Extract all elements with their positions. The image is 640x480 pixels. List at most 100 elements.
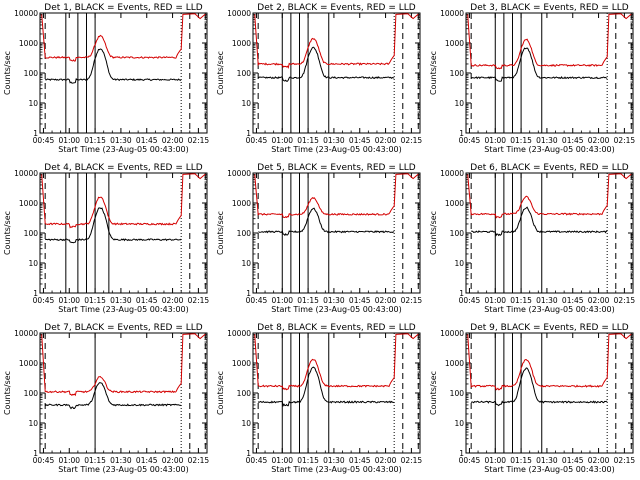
x-tick-label: 02:00 [588, 456, 610, 465]
x-tick-label: 01:00 [271, 136, 293, 145]
x-tick-label: 02:00 [162, 456, 184, 465]
y-tick-label: 10 [28, 419, 38, 428]
x-tick-label: 02:15 [188, 296, 210, 305]
y-tick-label: 1 [459, 289, 464, 298]
x-tick-label: 01:45 [562, 456, 584, 465]
x-tick-label: 01:30 [323, 136, 345, 145]
y-tick-label: 100 [450, 229, 465, 238]
x-axis-label: Start Time (23-Aug-05 00:43:00) [58, 465, 189, 474]
panel-det-2: Det 2, BLACK = Events, RED = LLD 1 10 100 10… [216, 3, 422, 154]
x-tick-label: 01:00 [58, 296, 80, 305]
x-tick-label: 00:45 [459, 296, 481, 305]
y-tick-label: 1000 [232, 199, 251, 208]
panel-det-3: Det 3, BLACK = Events, RED = LLD 1 10 100 10… [429, 3, 635, 154]
y-tick-label: 10000 [14, 329, 38, 338]
lld-series-line [254, 13, 419, 69]
x-axis-label: Start Time (23-Aug-05 00:43:00) [58, 145, 189, 154]
panel-det-4: Det 4, BLACK = Events, RED = LLD 1 10 100 10… [3, 163, 209, 314]
x-tick-label: 01:15 [297, 456, 319, 465]
x-tick-label: 01:00 [271, 456, 293, 465]
y-axis-label: Counts/sec [216, 371, 225, 415]
y-tick-label: 1 [459, 449, 464, 458]
x-tick-label: 02:15 [188, 136, 210, 145]
events-series-line [44, 48, 182, 84]
y-tick-label: 10000 [14, 169, 38, 178]
panel-title: Det 5, BLACK = Events, RED = LLD [257, 163, 416, 173]
panel-det-1: Det 1, BLACK = Events, RED = LLD 1 10 100 10… [3, 3, 209, 154]
x-tick-label: 01:00 [484, 136, 506, 145]
panel-title: Det 1, BLACK = Events, RED = LLD [44, 3, 203, 13]
x-tick-label: 01:45 [136, 456, 158, 465]
y-tick-label: 1 [33, 129, 38, 138]
panel-title: Det 8, BLACK = Events, RED = LLD [257, 323, 416, 333]
y-tick-label: 10 [454, 99, 464, 108]
events-series-line [471, 206, 608, 237]
lld-series-line [254, 333, 419, 391]
panel-title: Det 4, BLACK = Events, RED = LLD [44, 163, 203, 173]
x-tick-label: 01:45 [349, 456, 371, 465]
y-tick-label: 10 [28, 99, 38, 108]
y-tick-label: 10000 [227, 169, 251, 178]
y-tick-label: 1000 [19, 199, 38, 208]
x-tick-label: 01:45 [136, 296, 158, 305]
y-tick-label: 1 [246, 449, 251, 458]
y-tick-label: 100 [237, 229, 252, 238]
y-axis-label: Counts/sec [429, 51, 438, 95]
events-series-line [470, 367, 608, 407]
y-tick-label: 10000 [440, 329, 464, 338]
lld-series-line [41, 173, 206, 229]
x-tick-label: 00:45 [33, 136, 55, 145]
x-tick-label: 02:15 [401, 296, 423, 305]
y-axis-label: Counts/sec [3, 371, 12, 415]
y-tick-label: 1 [33, 449, 38, 458]
x-tick-label: 01:00 [484, 456, 506, 465]
y-axis-label: Counts/sec [216, 211, 225, 255]
x-tick-label: 02:00 [588, 136, 610, 145]
y-tick-label: 10000 [440, 9, 464, 18]
panel-title: Det 9, BLACK = Events, RED = LLD [470, 323, 629, 333]
panel-det-9: Det 9, BLACK = Events, RED = LLD 1 10 100 10… [429, 323, 635, 474]
x-tick-label: 01:00 [58, 136, 80, 145]
panel-title: Det 2, BLACK = Events, RED = LLD [257, 3, 416, 13]
x-tick-label: 02:00 [375, 136, 397, 145]
panel-det-6: Det 6, BLACK = Events, RED = LLD 1 10 100 10… [429, 163, 635, 314]
x-tick-label: 01:15 [84, 136, 106, 145]
x-tick-label: 01:30 [323, 296, 345, 305]
y-tick-label: 1 [33, 289, 38, 298]
x-tick-label: 02:00 [588, 296, 610, 305]
x-tick-label: 01:45 [349, 296, 371, 305]
x-tick-label: 01:15 [84, 456, 106, 465]
lld-series-line [254, 173, 419, 219]
y-tick-label: 1000 [232, 359, 251, 368]
panel-det-7: Det 7, BLACK = Events, RED = LLD 1 10 100 10… [3, 323, 209, 474]
x-tick-label: 00:45 [459, 456, 481, 465]
y-tick-label: 100 [237, 69, 252, 78]
y-tick-label: 10 [241, 419, 251, 428]
y-tick-label: 10000 [14, 9, 38, 18]
x-tick-label: 01:45 [562, 296, 584, 305]
lld-series-line [41, 333, 206, 397]
x-tick-label: 01:30 [110, 296, 132, 305]
x-tick-label: 01:15 [297, 296, 319, 305]
x-tick-label: 01:30 [323, 456, 345, 465]
x-tick-label: 01:00 [484, 296, 506, 305]
events-series-line [258, 46, 395, 82]
x-axis-label: Start Time (23-Aug-05 00:43:00) [484, 145, 615, 154]
panel-title: Det 3, BLACK = Events, RED = LLD [470, 3, 629, 13]
x-tick-label: 01:45 [562, 136, 584, 145]
panel-det-8: Det 8, BLACK = Events, RED = LLD 1 10 100 10… [216, 323, 422, 474]
y-tick-label: 1 [246, 289, 251, 298]
y-axis-label: Counts/sec [3, 211, 12, 255]
x-axis-label: Start Time (23-Aug-05 00:43:00) [58, 305, 189, 314]
x-tick-label: 01:30 [536, 296, 558, 305]
events-series-line [258, 207, 395, 237]
x-tick-label: 01:45 [349, 136, 371, 145]
lld-series-line [41, 13, 206, 62]
y-tick-label: 100 [450, 69, 465, 78]
x-tick-label: 02:15 [614, 296, 636, 305]
y-tick-label: 10000 [440, 169, 464, 178]
y-tick-label: 10 [28, 259, 38, 268]
lld-series-line [467, 173, 632, 219]
x-tick-label: 00:45 [246, 296, 268, 305]
y-tick-label: 10 [454, 419, 464, 428]
